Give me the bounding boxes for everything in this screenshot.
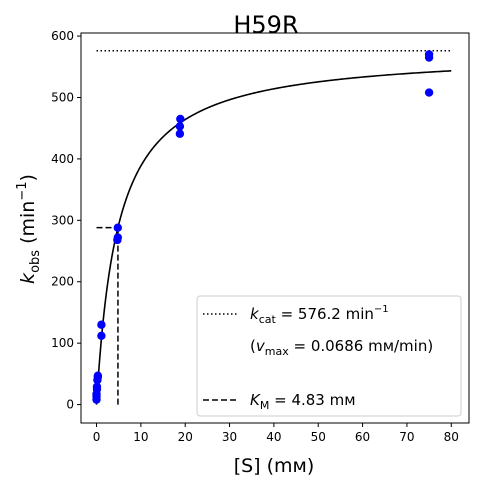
michaelis-menten-fit-curve xyxy=(95,70,452,405)
x-tick-label: 50 xyxy=(311,430,326,444)
plot-frame xyxy=(80,32,470,424)
y-axis-label: kobs (min−1) xyxy=(15,174,43,284)
x-tick-label: 20 xyxy=(178,430,193,444)
data-point xyxy=(93,371,103,380)
legend-box xyxy=(196,295,462,417)
y-tick-label: 300 xyxy=(51,213,74,227)
y-tick-label: 100 xyxy=(51,336,74,350)
x-tick-label: 70 xyxy=(399,430,414,444)
legend-kcat-subscript: cat xyxy=(259,313,277,326)
legend-vmax-subscript: max xyxy=(265,345,289,358)
y-tick-label: 200 xyxy=(51,275,74,289)
x-tick-label: 40 xyxy=(266,430,281,444)
legend-vmax-symbol: v xyxy=(256,337,266,355)
legend-km-label: KM = 4.83 mм xyxy=(250,391,356,412)
data-point xyxy=(97,331,106,340)
x-tick-label: 0 xyxy=(93,430,101,444)
legend-km-symbol: K xyxy=(250,391,261,409)
legend-vmax-open: ( xyxy=(250,337,256,355)
ticks: 0 10 20 30 40 50 60 70 80 0 100 200 300 400 500 600 xyxy=(51,29,459,444)
data-point xyxy=(113,233,123,242)
x-tick-label: 10 xyxy=(133,430,148,444)
chart-title: H59R xyxy=(233,11,298,39)
data-point xyxy=(176,114,185,124)
data-point xyxy=(175,122,185,131)
data-point xyxy=(113,223,123,232)
data-point xyxy=(92,382,102,391)
legend-kcat-value: = 576.2 min xyxy=(276,305,374,323)
y-tick-label: 500 xyxy=(51,90,74,104)
legend-kcat-label: kcat = 576.2 min−1 xyxy=(250,304,389,326)
legend-vmax-label: (vmax = 0.0686 mм/min) xyxy=(250,337,433,358)
x-axis-label: [S] (mм) xyxy=(234,455,315,477)
x-tick-label: 30 xyxy=(222,430,237,444)
legend-km-subscript: M xyxy=(260,399,270,412)
y-tick-label: 0 xyxy=(66,398,74,412)
legend-vmax-value: = 0.0686 mм/min) xyxy=(289,337,433,355)
data-points xyxy=(92,50,434,404)
y-tick-label: 400 xyxy=(51,152,74,166)
reference-lines xyxy=(95,49,452,405)
x-tick-label: 80 xyxy=(444,430,459,444)
data-point xyxy=(175,129,185,138)
legend-kcat-superscript: −1 xyxy=(374,304,389,315)
legend: kcat = 576.2 min−1 (vmax = 0.0686 mм/min… xyxy=(196,295,462,417)
y-axis-label-group: kobs (min−1) xyxy=(15,174,43,284)
x-tick-label: 60 xyxy=(355,430,370,444)
data-point xyxy=(97,320,106,329)
legend-kcat-symbol: k xyxy=(250,305,260,323)
data-point xyxy=(424,50,434,59)
y-tick-label: 600 xyxy=(51,29,74,43)
data-point xyxy=(424,88,434,97)
legend-km-value: = 4.83 mм xyxy=(269,391,355,409)
